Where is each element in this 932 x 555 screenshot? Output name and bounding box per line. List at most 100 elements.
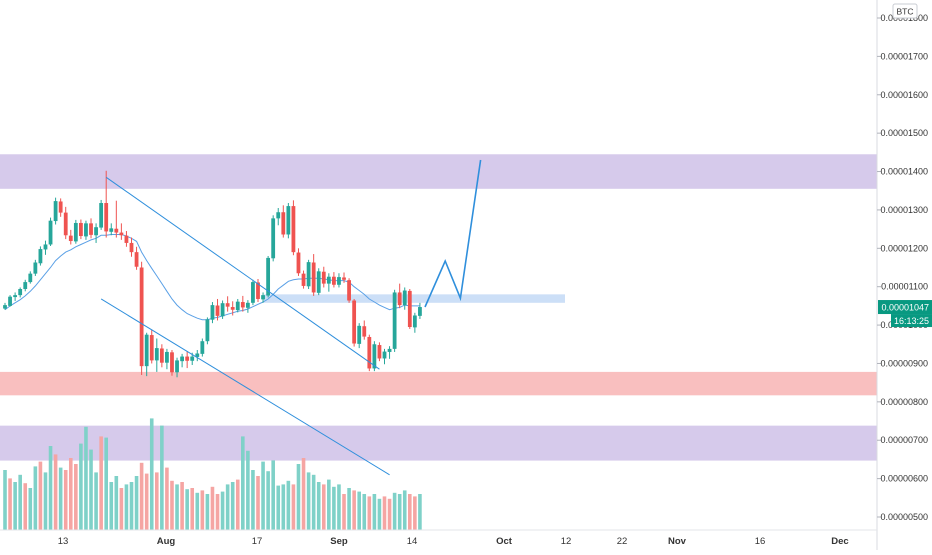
volume-bar <box>235 479 240 530</box>
candle-body <box>342 277 346 280</box>
candle-body <box>210 305 215 320</box>
candle <box>33 259 38 276</box>
candle <box>316 268 321 296</box>
candle-body <box>99 203 104 228</box>
currency-badge: BTC <box>892 3 918 19</box>
candle <box>170 350 174 376</box>
volume-bar <box>291 484 296 530</box>
candle-body <box>230 307 235 310</box>
candle-body <box>326 276 331 284</box>
volume-bar <box>200 490 205 530</box>
last-price-label: 0.00001047 16:13:25 <box>878 300 932 328</box>
volume-bar <box>276 485 281 530</box>
volume-bar <box>23 483 28 530</box>
volume-layer <box>3 418 422 530</box>
candle <box>382 348 387 365</box>
volume-bar <box>251 470 255 530</box>
candle <box>18 287 23 298</box>
candle <box>8 295 12 307</box>
candle <box>326 273 331 292</box>
volume-bar <box>281 484 286 530</box>
volume-bar <box>225 484 230 530</box>
candle <box>73 219 78 244</box>
drawings-layer <box>100 159 482 476</box>
candle-body <box>134 252 139 267</box>
candle <box>256 279 260 303</box>
candle <box>48 217 53 247</box>
candle <box>185 351 190 369</box>
volume-bar <box>185 489 189 530</box>
candle-body <box>276 212 281 219</box>
time-tick-label: 22 <box>617 536 628 547</box>
candle-body <box>149 335 154 361</box>
time-tick-label: Dec <box>831 536 848 547</box>
volume-bar <box>99 436 103 530</box>
volume-bar <box>215 494 220 530</box>
candle <box>124 231 129 247</box>
candle <box>301 270 306 289</box>
candle-body <box>175 360 179 373</box>
candle <box>240 295 245 312</box>
price-tick-label: 0.00001300 <box>880 205 928 215</box>
currency-badge-box <box>892 3 918 19</box>
candle-body <box>256 282 260 299</box>
candle <box>367 334 372 372</box>
candle <box>306 259 311 289</box>
candle <box>165 348 169 370</box>
time-tick-label: 16 <box>755 536 766 547</box>
volume-bar <box>382 496 387 530</box>
channel-upper-line <box>105 176 380 370</box>
candle-body <box>321 271 326 284</box>
volume-bar <box>362 494 367 530</box>
candle <box>397 283 402 309</box>
candle-body <box>377 345 382 359</box>
candle-body <box>347 280 351 301</box>
time-tick-label: Sep <box>330 536 348 547</box>
candle <box>347 278 351 303</box>
candle-body <box>109 228 114 232</box>
volume-bar <box>306 472 311 530</box>
candle-body <box>48 220 53 245</box>
candle-body <box>251 282 255 303</box>
candle-body <box>63 212 68 236</box>
candle-body <box>412 315 417 328</box>
volume-bar <box>124 484 129 530</box>
volume-bar <box>38 461 43 530</box>
volume-bar <box>230 482 235 530</box>
candle <box>352 298 357 347</box>
volume-bar <box>13 482 17 530</box>
candle <box>84 220 88 240</box>
volume-bar <box>165 467 169 530</box>
candle-body <box>332 276 336 285</box>
volume-bar <box>377 498 382 530</box>
price-tick-label: 0.00001400 <box>880 167 928 177</box>
candle <box>286 203 291 239</box>
candle-body <box>68 235 73 242</box>
countdown-value: 16:13:25 <box>894 316 929 326</box>
candle-body <box>170 352 174 373</box>
candle-body <box>38 249 43 264</box>
candle <box>139 261 144 375</box>
candle <box>144 332 149 377</box>
candle <box>129 237 134 257</box>
volume-bar <box>89 449 93 530</box>
candles-layer <box>3 170 422 378</box>
candle-body <box>220 303 225 317</box>
candle <box>175 357 179 378</box>
volume-bar <box>149 418 154 530</box>
candle <box>200 338 205 357</box>
candle-body <box>73 222 78 242</box>
price-tick-label: 0.00000500 <box>880 512 928 522</box>
candle <box>321 266 326 288</box>
candle <box>407 288 412 329</box>
candle-body <box>240 302 245 308</box>
countdown-box <box>891 314 932 328</box>
volume-bar <box>210 486 215 530</box>
volume-bar <box>104 437 108 530</box>
candle <box>3 302 7 310</box>
candle <box>215 298 220 321</box>
candle <box>342 272 346 283</box>
candle-body <box>316 271 321 293</box>
